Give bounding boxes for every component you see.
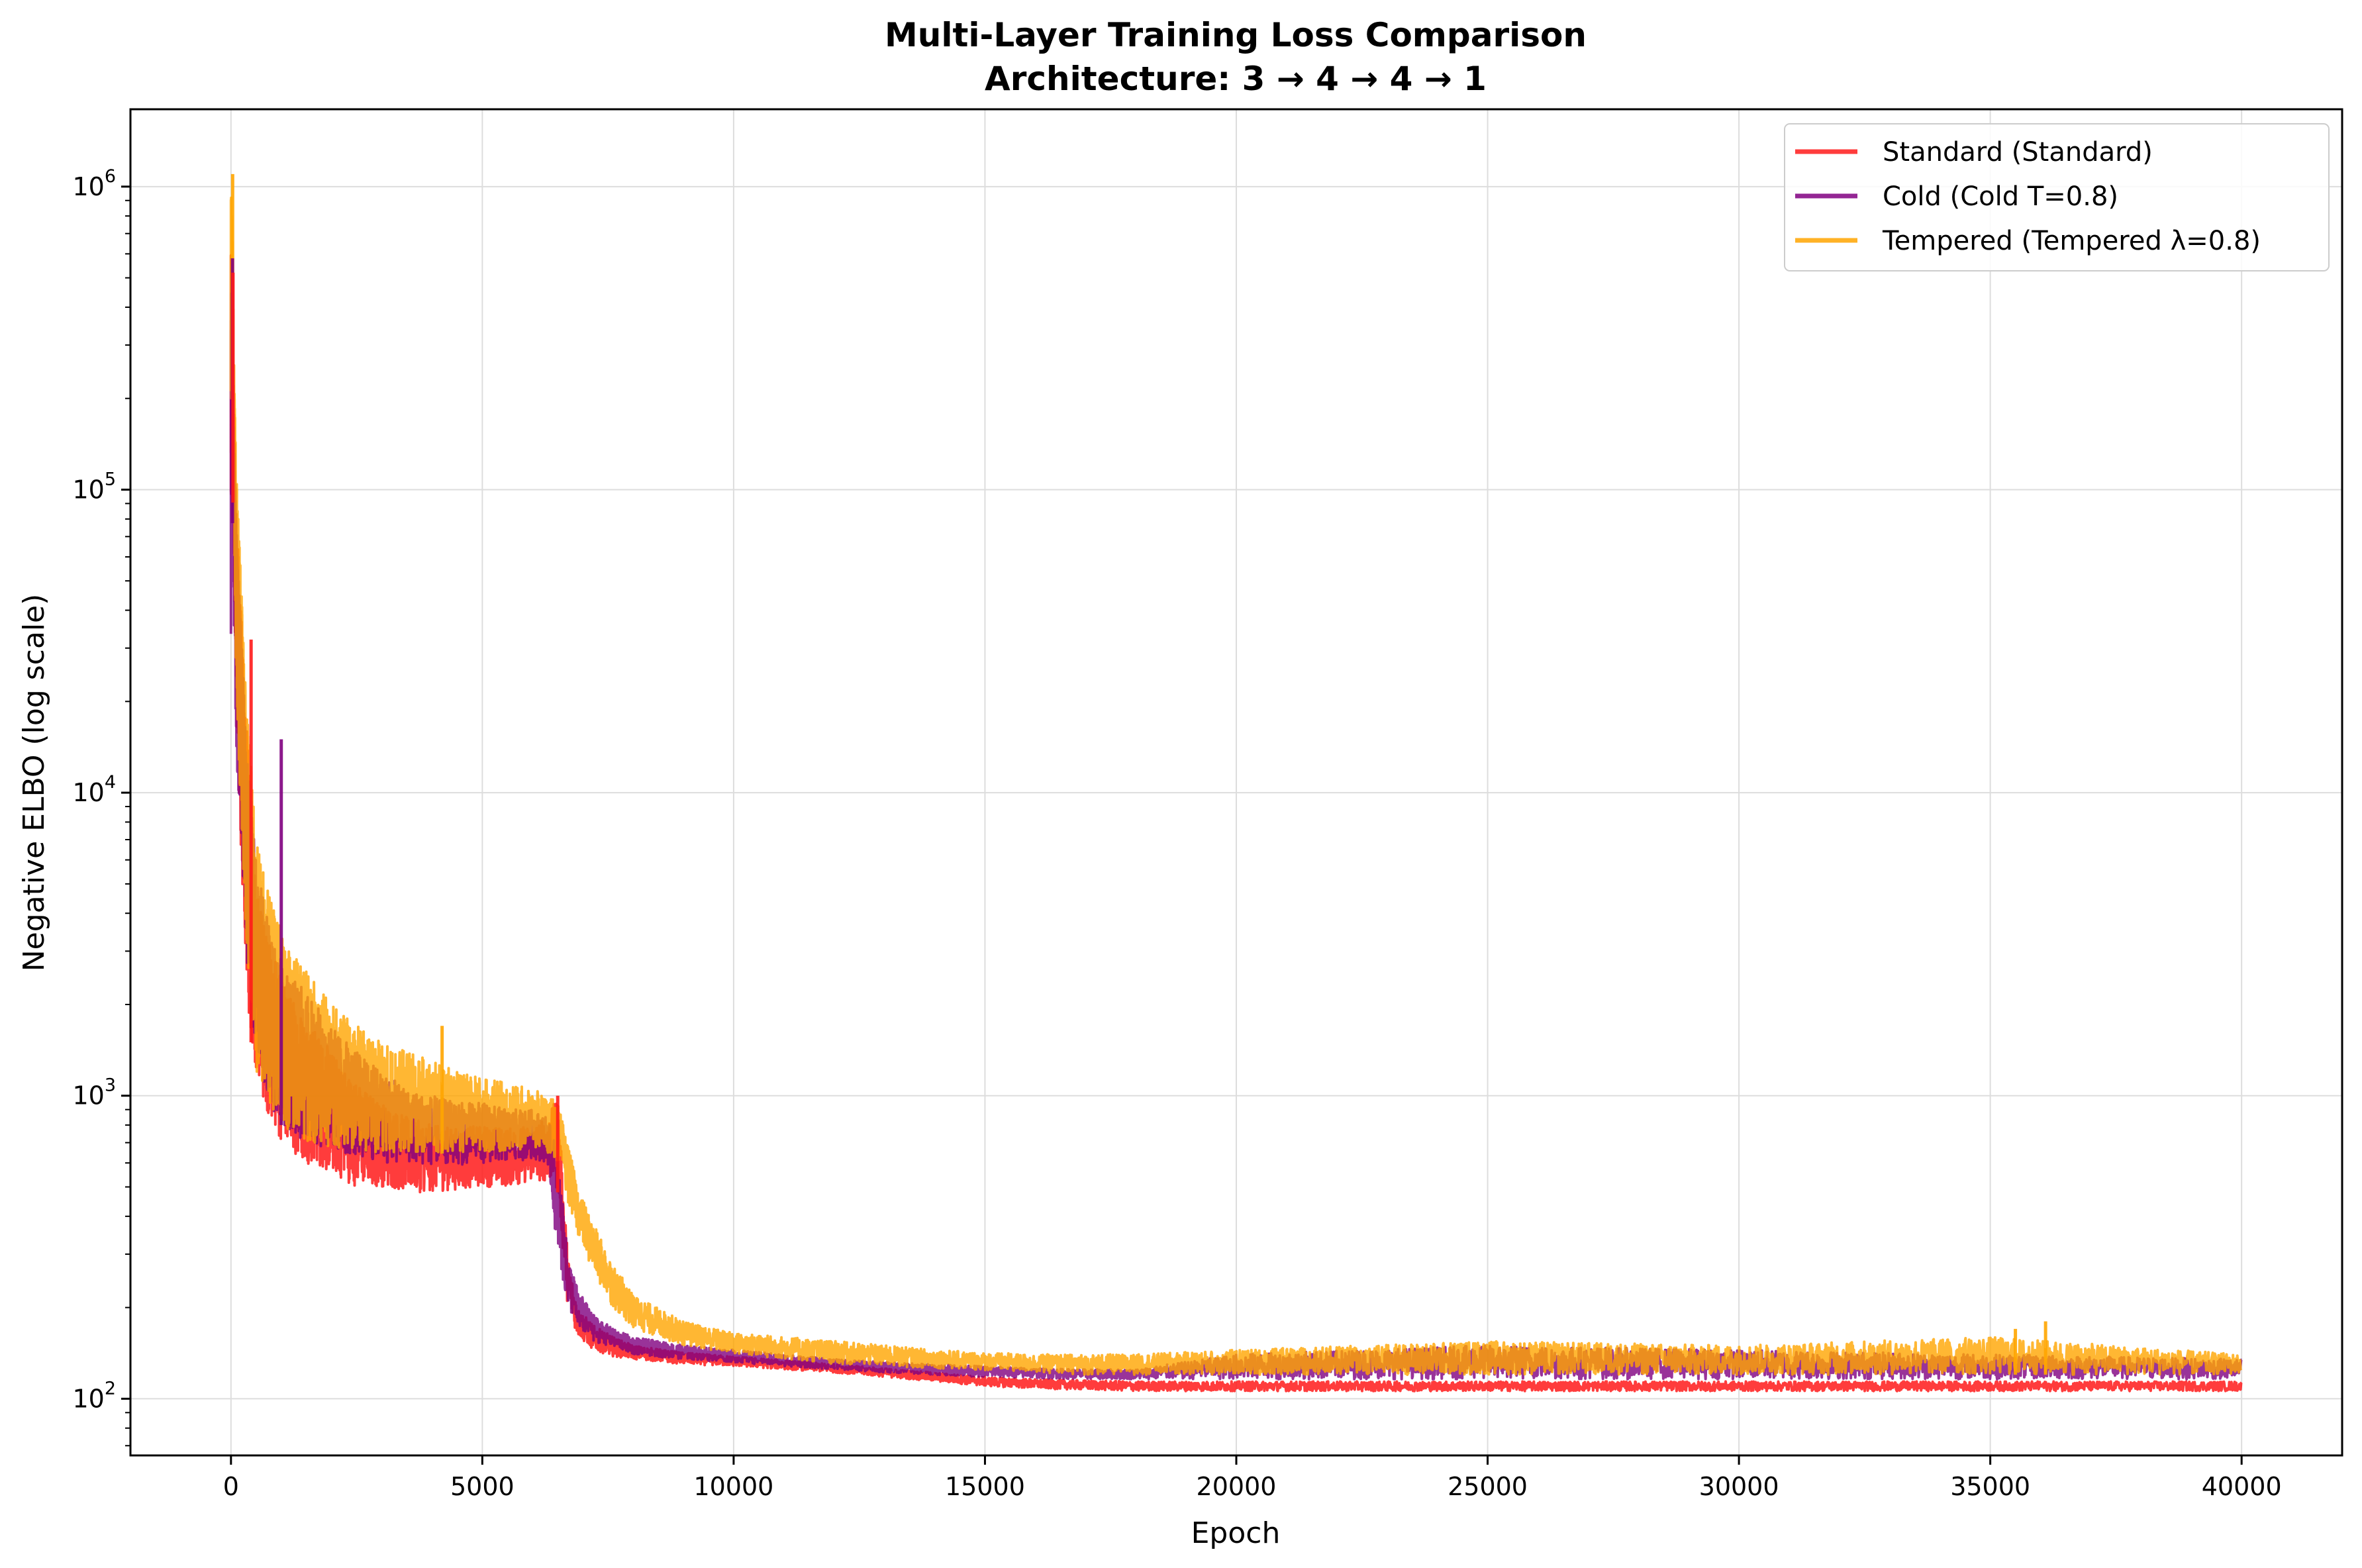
x-tick-label: 10000 [693,1472,773,1501]
y-tick-label: 105 [72,469,116,504]
legend: Standard (Standard) Cold (Cold T=0.8) Temp… [1784,123,2330,271]
x-tick-label: 25000 [1448,1472,1528,1501]
x-tick-label: 35000 [1950,1472,2030,1501]
y-tick-label: 106 [72,166,116,201]
x-tick-label: 20000 [1197,1472,1277,1501]
legend-label-1: Cold (Cold T=0.8) [1883,181,2118,212]
series-line-2 [229,196,2243,1377]
x-tick-label: 5000 [450,1472,515,1501]
plot-area: 0 5000 10000 15000 20000 25000 30000 35000 40000… [72,108,2343,1501]
x-tick-label: 40000 [2202,1472,2282,1501]
x-tick-label: 15000 [945,1472,1025,1501]
legend-label-2: Tempered (Tempered λ=0.8) [1882,226,2261,256]
legend-box [1784,123,2330,271]
y-tick-label: 102 [72,1378,116,1413]
y-axis-label: Negative ELBO (log scale) [17,594,51,972]
chart-subtitle: Architecture: 3 → 4 → 4 → 1 [985,60,1487,98]
legend-label-0: Standard (Standard) [1883,137,2153,168]
chart-title: Multi-Layer Training Loss Comparison [885,16,1587,54]
x-tick-label: 0 [223,1472,239,1501]
x-tick-label: 30000 [1699,1472,1779,1501]
x-axis-label: Epoch [1191,1516,1281,1550]
y-tick-label: 103 [72,1075,116,1110]
y-tick-label: 104 [72,772,116,807]
